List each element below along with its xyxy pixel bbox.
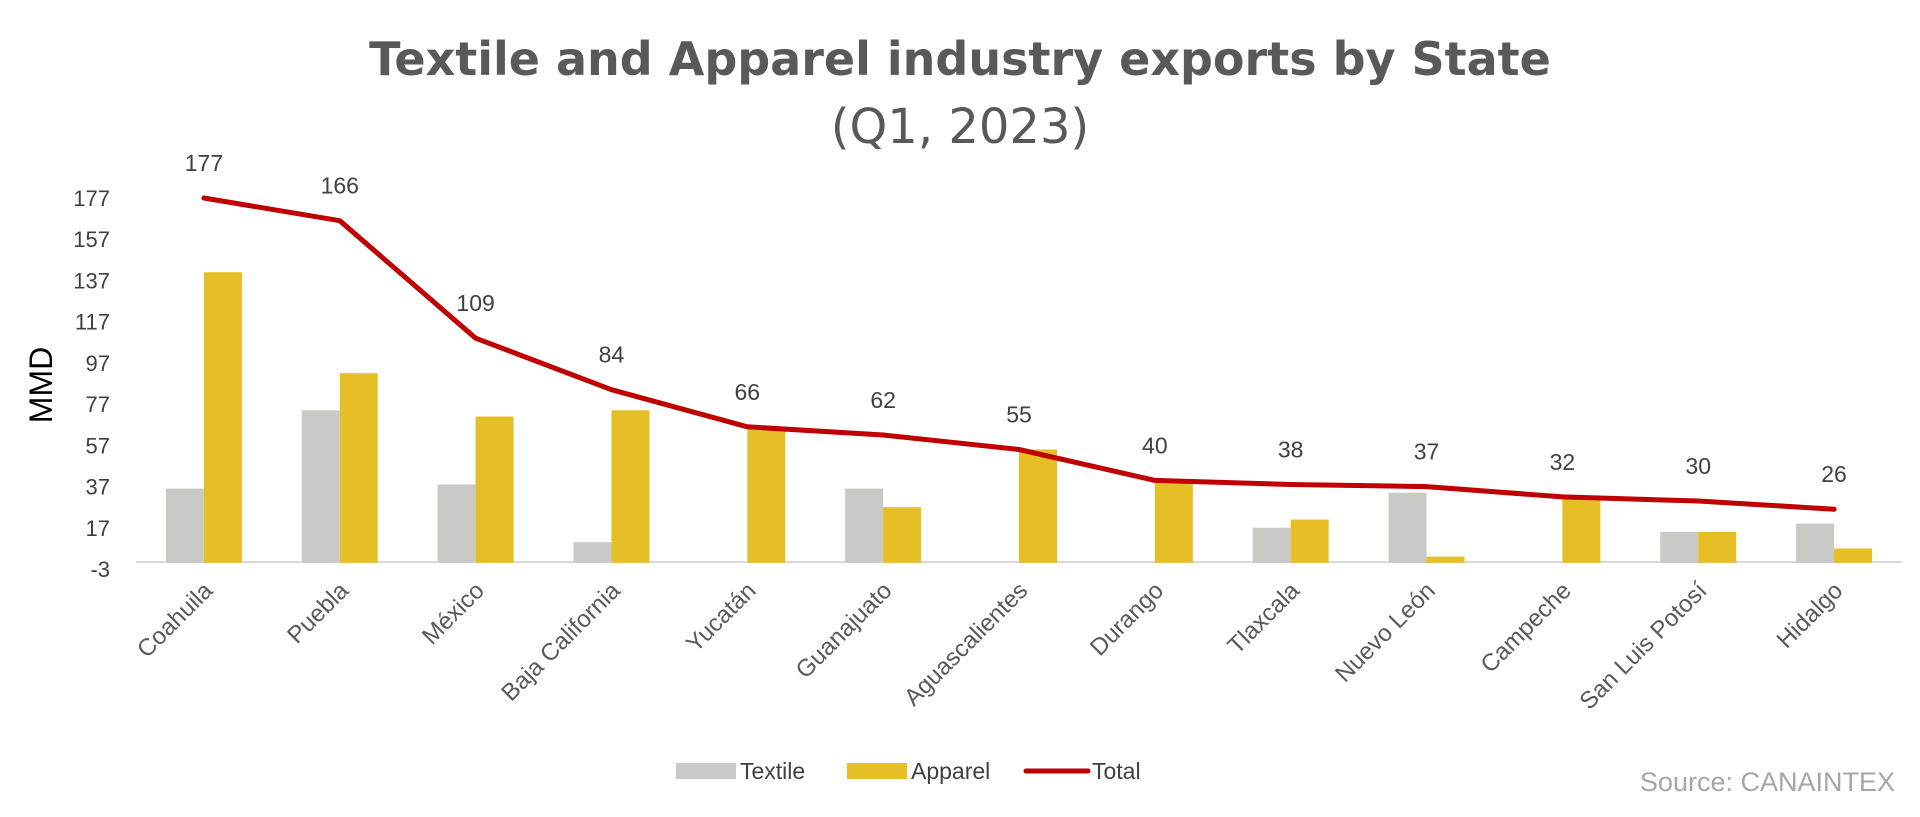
legend-label-textile: Textile	[740, 758, 805, 784]
legend-swatch-textile	[676, 763, 736, 779]
data-label: 38	[1278, 436, 1304, 462]
y-tick-label: 57	[86, 433, 110, 458]
y-tick-label: 37	[86, 475, 110, 500]
bars	[165, 272, 1873, 563]
total-line	[201, 195, 1837, 512]
y-tick-label: 177	[73, 186, 110, 211]
category-label: Hidalgo	[1772, 577, 1849, 654]
data-label: 62	[870, 387, 896, 413]
category-label: Baja California	[496, 577, 626, 707]
category-label: Guanajuato	[791, 577, 898, 684]
category-label: Aguascalientes	[899, 577, 1033, 711]
apparel-bar	[339, 373, 378, 563]
apparel-bar	[1698, 531, 1737, 563]
chart-title: Textile and Apparel industry exports by …	[369, 32, 1551, 86]
legend-label-apparel: Apparel	[911, 758, 990, 784]
data-labels: 177 166 109 84 66 62 55 40 38 37 32 30 26	[185, 150, 1847, 487]
textile-bar	[1252, 527, 1291, 563]
category-label: Durango	[1085, 577, 1169, 661]
source-note: Source: CANAINTEX	[1640, 767, 1895, 797]
y-tick-label: 17	[86, 516, 110, 541]
category-label: Yucatán	[681, 577, 761, 657]
total-series-line	[201, 195, 1837, 512]
y-axis-ticks: 177 157 137 117 97 77 57 37 17 -3	[73, 186, 110, 582]
category-label: Tlaxcala	[1223, 577, 1306, 660]
apparel-bar	[203, 272, 242, 563]
y-axis-label: MMD	[23, 347, 59, 423]
y-tick-label: 157	[73, 227, 110, 252]
data-label: 177	[185, 150, 223, 176]
textile-bar	[1660, 531, 1699, 563]
textile-bar	[1796, 523, 1835, 563]
apparel-bar	[1290, 519, 1329, 563]
textile-bar	[165, 488, 204, 563]
data-label: 84	[599, 342, 625, 368]
category-labels: Coahuila Puebla México Baja California Yucat…	[132, 577, 1848, 715]
textile-bar	[301, 410, 340, 563]
category-label: San Luis Potosí	[1574, 577, 1712, 715]
y-tick-label: 117	[75, 310, 110, 335]
y-tick-label: 137	[73, 268, 110, 293]
data-label: 30	[1685, 453, 1711, 479]
apparel-bar	[1834, 548, 1873, 563]
data-label: 166	[321, 173, 359, 199]
category-label: Puebla	[282, 577, 354, 649]
textile-bar	[1388, 492, 1427, 563]
apparel-bar	[475, 416, 514, 563]
category-label: Coahuila	[132, 577, 219, 664]
data-label: 32	[1550, 449, 1576, 475]
apparel-bar	[1562, 496, 1601, 563]
data-label: 66	[735, 379, 761, 405]
data-label: 55	[1006, 401, 1032, 427]
textile-bar	[573, 542, 612, 563]
chart-subtitle: (Q1, 2023)	[831, 99, 1089, 155]
category-label: México	[417, 577, 490, 650]
data-label: 26	[1821, 461, 1847, 487]
legend-label-total: Total	[1092, 758, 1141, 784]
apparel-bar	[747, 426, 786, 563]
apparel-bar	[883, 507, 922, 563]
data-label: 109	[456, 290, 494, 316]
y-tick-label: -3	[90, 557, 110, 582]
textile-bar	[437, 484, 476, 563]
category-label: Nuevo León	[1330, 577, 1441, 688]
apparel-bar	[1426, 556, 1465, 563]
textile-bar	[845, 488, 884, 563]
y-tick-label: 77	[86, 392, 110, 417]
legend: Textile Apparel Total	[676, 758, 1141, 784]
data-label: 37	[1414, 439, 1440, 465]
data-label: 40	[1142, 432, 1168, 458]
y-tick-label: 97	[86, 351, 110, 376]
legend-swatch-apparel	[847, 763, 907, 779]
apparel-bar	[1154, 480, 1193, 563]
apparel-bar	[1019, 449, 1057, 563]
category-label: Campeche	[1475, 577, 1576, 678]
apparel-bar	[611, 410, 650, 563]
